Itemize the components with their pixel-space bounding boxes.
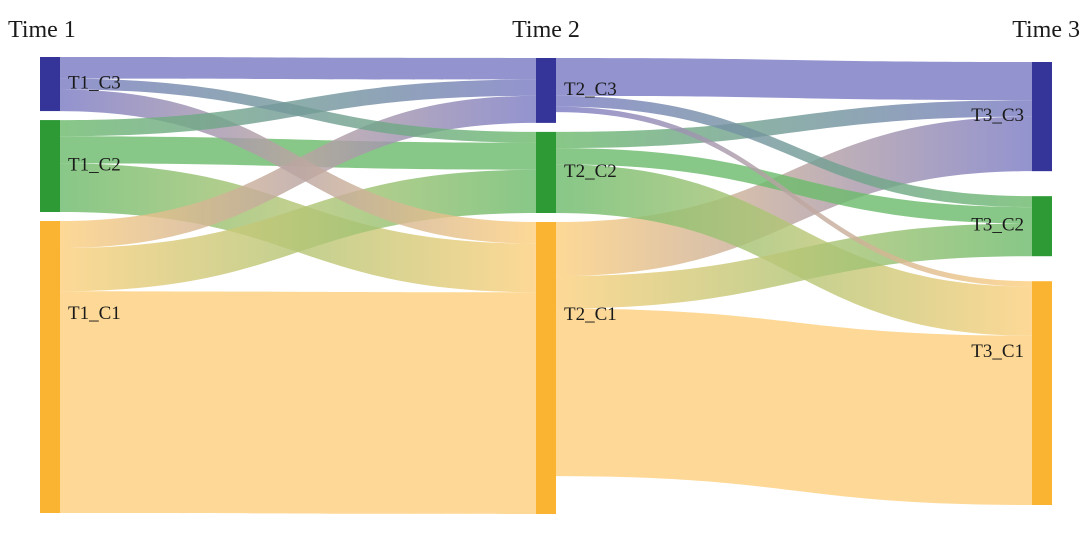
node-label-t1-c1: T1_C1 <box>68 303 121 324</box>
node-label-t3-c3: T3_C3 <box>971 105 1024 126</box>
flow-links <box>60 57 1032 514</box>
time-labels: Time 1 Time 2 Time 3 <box>8 17 1080 43</box>
node-t2-c2 <box>536 131 556 213</box>
link-t1-c3-to-t2-c2 <box>60 78 536 143</box>
link-t2-c1-to-t3-c2 <box>556 223 1032 309</box>
link-t2-c3-to-t3-c1 <box>556 106 1032 287</box>
node-t3-c3 <box>1032 62 1052 172</box>
time-label-3: Time 3 <box>1012 17 1080 43</box>
link-t2-c3-to-t3-c2 <box>556 95 1032 208</box>
node-label-t1-c3: T1_C3 <box>68 72 121 93</box>
node-label-t2-c3: T2_C3 <box>564 79 617 100</box>
link-t2-c2-to-t3-c3 <box>556 100 1032 149</box>
link-t2-c1-to-t3-c1 <box>556 308 1032 505</box>
node-t3-c2 <box>1032 196 1052 257</box>
node-label-t3-c1: T3_C1 <box>971 341 1024 362</box>
link-t1-c2-to-t2-c2 <box>60 136 536 170</box>
node-label-t2-c2: T2_C2 <box>564 161 617 182</box>
node-t2-c3 <box>536 58 556 123</box>
cluster-node-labels: T1_C3 T1_C2 T1_C1 T2_C3 T2_C2 T2_C1 T3_C3 T3_C2… <box>68 72 1024 362</box>
node-label-t2-c1: T2_C1 <box>564 304 617 325</box>
cluster-nodes <box>40 57 1052 514</box>
node-t1-c2 <box>40 120 60 212</box>
link-t1-c3-to-t2-c3 <box>60 57 536 80</box>
node-t1-c3 <box>40 57 60 112</box>
time-label-1: Time 1 <box>8 17 76 43</box>
time-label-2: Time 2 <box>512 17 580 43</box>
node-label-t1-c2: T1_C2 <box>68 154 121 175</box>
link-t1-c3-to-t2-c1 <box>60 89 536 244</box>
node-label-t3-c2: T3_C2 <box>971 215 1024 236</box>
link-t2-c2-to-t3-c2 <box>556 148 1032 224</box>
node-t3-c1 <box>1032 281 1052 505</box>
node-t1-c1 <box>40 221 60 513</box>
node-t2-c1 <box>536 222 556 514</box>
link-t1-c1-to-t2-c1 <box>60 291 536 514</box>
link-t1-c1-to-t2-c2 <box>60 169 536 292</box>
link-t2-c3-to-t3-c3 <box>556 58 1032 101</box>
